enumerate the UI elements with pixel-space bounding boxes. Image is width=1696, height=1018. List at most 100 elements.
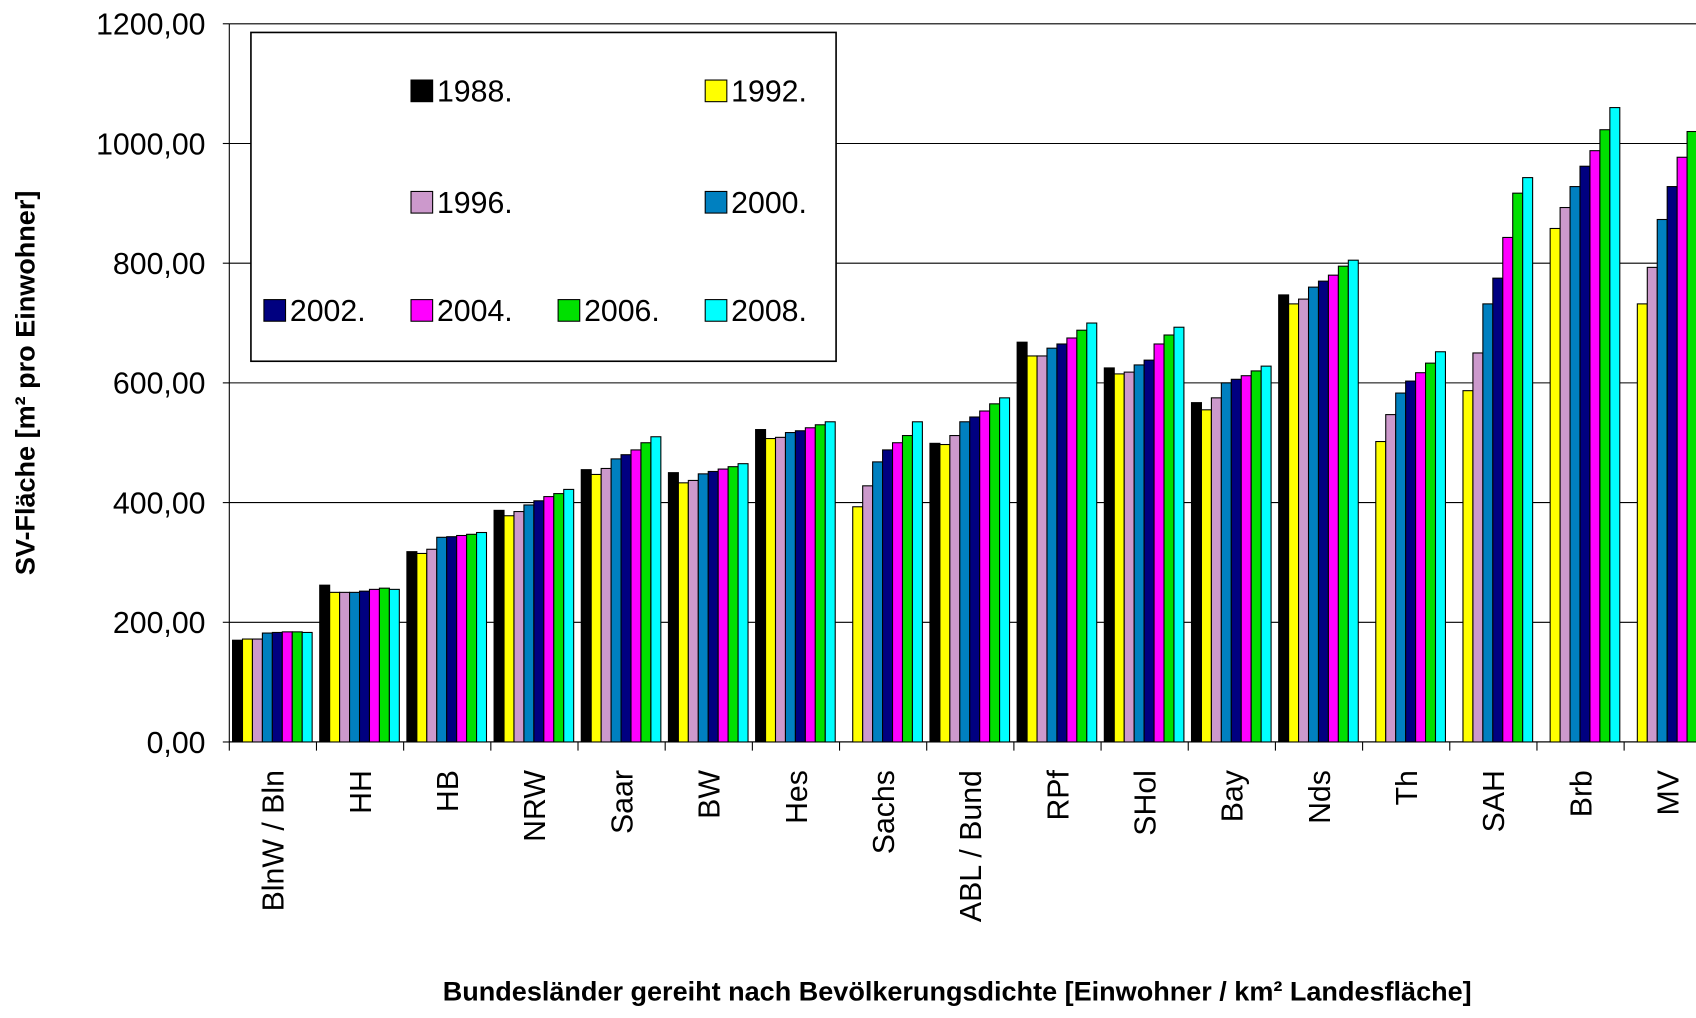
bar [989, 403, 1001, 743]
bar [911, 421, 923, 743]
x-tick-label: HH [345, 770, 378, 814]
bar [1240, 375, 1252, 743]
bar [1200, 409, 1212, 743]
bar [580, 469, 592, 743]
bar [784, 432, 796, 743]
y-tick-label: 0,00 [147, 727, 206, 760]
bar [640, 442, 652, 743]
legend-swatch [410, 190, 434, 214]
legend-swatch [704, 299, 728, 322]
bar [241, 638, 253, 743]
bar [1569, 186, 1581, 743]
bar [281, 631, 293, 743]
bar [513, 511, 525, 743]
bar [1153, 343, 1165, 743]
bar [891, 442, 904, 743]
bar [533, 500, 545, 743]
bar [1103, 367, 1115, 743]
x-tick-label: Th [1391, 770, 1424, 805]
bar [261, 632, 273, 743]
bar [1230, 378, 1242, 743]
bar [959, 421, 971, 743]
bar [737, 463, 749, 743]
bar [1415, 372, 1427, 743]
x-tick-label: RPf [1042, 770, 1075, 821]
legend-label: 2002. [290, 295, 366, 328]
bar [901, 435, 913, 743]
bar [929, 442, 941, 743]
bar [1492, 277, 1504, 743]
bar [1307, 286, 1320, 743]
x-tick-label: ABL / Bund [955, 770, 988, 922]
bar [949, 435, 961, 743]
y-tick-label: 400,00 [113, 487, 206, 520]
y-axis-title: SV-Fläche [m² pro Einwohner] [11, 191, 41, 575]
bar [1434, 351, 1446, 743]
y-tick-label: 600,00 [113, 368, 206, 401]
bar [1676, 156, 1688, 743]
bar [232, 639, 244, 743]
bar [251, 638, 263, 743]
bar [466, 533, 478, 743]
bar [1609, 107, 1621, 743]
bar [339, 591, 351, 743]
bar [765, 438, 777, 743]
bar [727, 466, 739, 743]
bar [416, 552, 428, 743]
bar [1327, 274, 1339, 743]
bar [388, 588, 400, 743]
bar [774, 436, 786, 743]
bar [717, 468, 729, 743]
bar [426, 548, 438, 743]
bar [1589, 150, 1601, 743]
bar [999, 397, 1011, 743]
bar [697, 473, 709, 743]
x-tick-label: BW [694, 770, 727, 819]
bar [1288, 303, 1300, 743]
bar [1425, 362, 1437, 743]
bar [600, 467, 612, 743]
bar [862, 485, 874, 743]
bar [1056, 343, 1068, 743]
x-tick-label: Nds [1304, 770, 1337, 824]
y-tick-label: 1000,00 [96, 128, 205, 161]
bar [939, 443, 951, 743]
bar [456, 534, 468, 743]
bar [687, 479, 699, 743]
bar [1636, 303, 1648, 743]
legend-label: 2004. [437, 295, 513, 328]
bar [523, 504, 535, 743]
legend-label: 1988. [437, 76, 513, 109]
bar [1173, 326, 1185, 743]
bar [1666, 186, 1678, 743]
bar [1472, 352, 1484, 743]
bar [1549, 227, 1561, 743]
chart-body: Bundesländer gereiht nach Bevölkerungsdi… [11, 9, 1696, 1006]
x-tick-label: BlnW / Bln [258, 770, 291, 911]
bar [301, 631, 313, 743]
bar [1482, 303, 1494, 743]
x-tick-label: MV [1653, 769, 1686, 815]
x-tick-label: HB [432, 770, 465, 812]
bar [882, 449, 894, 743]
y-tick-label: 1200,00 [96, 9, 205, 42]
bar [1123, 371, 1135, 743]
bar [329, 591, 341, 743]
bar [349, 591, 361, 743]
bar [553, 493, 565, 743]
bar [358, 590, 371, 743]
bar [872, 461, 884, 743]
bar [1646, 266, 1658, 743]
legend-swatch [263, 299, 287, 322]
bar [493, 509, 505, 743]
legend-label: 2006. [584, 295, 660, 328]
bar [1385, 414, 1397, 743]
bar [979, 410, 991, 743]
bar [368, 588, 380, 743]
legend-swatch [704, 79, 728, 103]
bar [1559, 206, 1571, 743]
bar [291, 631, 303, 743]
bar [319, 584, 331, 743]
legend-swatch [557, 299, 581, 322]
